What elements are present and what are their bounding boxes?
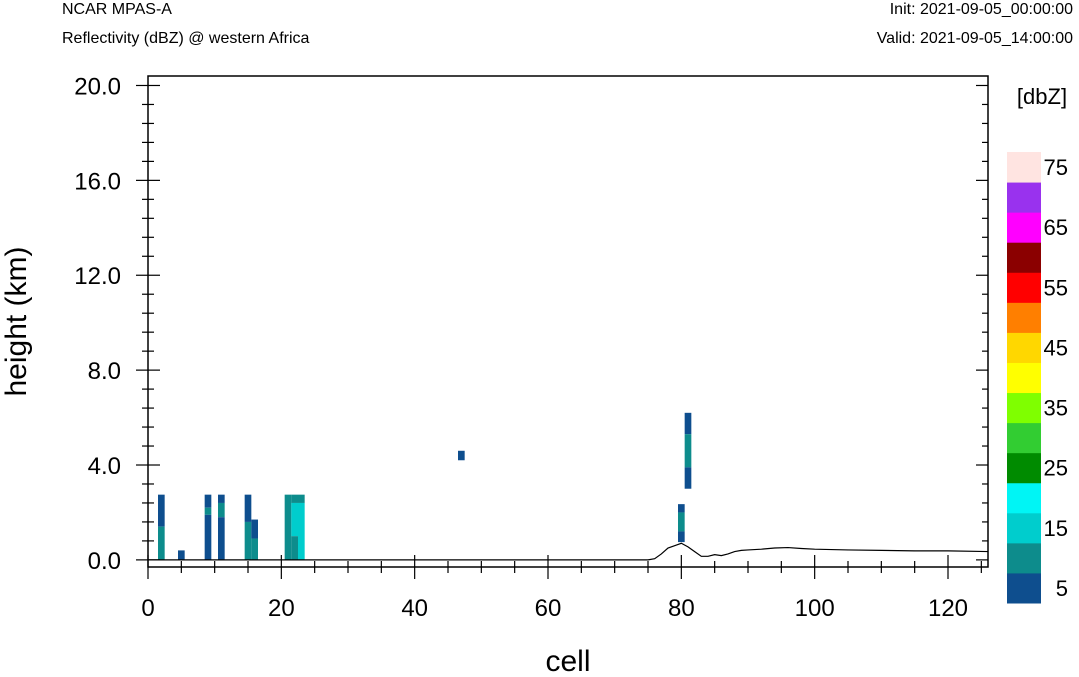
- reflectivity-cell: [178, 550, 185, 560]
- colorbar-swatch: [1007, 242, 1041, 273]
- reflectivity-cell: [284, 494, 292, 560]
- valid-time: Valid: 2021-09-05_14:00:00: [876, 30, 1073, 47]
- reflectivity-cell: [291, 494, 298, 503]
- x-axis-ticks: 0 20 40 60 80 100 120: [141, 555, 982, 622]
- y-axis-ticks: 0.0 4.0 8.0 12.0 16.0 20.0: [74, 73, 988, 575]
- x-tick-label: 20: [268, 595, 295, 622]
- x-tick-label: 40: [401, 595, 428, 622]
- colorbar-swatch: [1007, 482, 1041, 514]
- reflectivity-cell: [204, 507, 212, 515]
- colorbar-swatch: [1007, 572, 1041, 604]
- colorbar-swatch: [1007, 212, 1041, 243]
- y-tick-label: 12.0: [74, 263, 121, 290]
- reflectivity-cell: [684, 412, 692, 435]
- x-tick-label: 120: [928, 595, 968, 622]
- reflectivity-cell: [218, 517, 225, 560]
- x-tick-label: 0: [141, 595, 154, 622]
- colorbar-units: [dbZ]: [1017, 84, 1067, 109]
- reflectivity-cell: [678, 512, 685, 532]
- reflectivity-cells: [158, 412, 692, 560]
- colorbar-label: 25: [1044, 456, 1068, 481]
- y-axis-title: height (km): [0, 246, 33, 396]
- colorbar-swatch: [1007, 152, 1041, 183]
- x-axis-title: cell: [545, 645, 590, 677]
- colorbar-swatch: [1007, 392, 1041, 424]
- x-tick-label: 60: [535, 595, 562, 622]
- reflectivity-cell: [204, 514, 212, 560]
- y-tick-label: 8.0: [88, 358, 121, 385]
- plot-frame: [147, 75, 989, 568]
- reflectivity-cell: [458, 450, 465, 461]
- colorbar-swatch: [1007, 542, 1041, 574]
- colorbar-swatch: [1007, 272, 1041, 303]
- y-tick-label: 0.0: [88, 548, 121, 575]
- y-tick-label: 20.0: [74, 73, 121, 100]
- colorbar-swatch: [1007, 512, 1041, 544]
- colorbar-label: 45: [1044, 335, 1068, 360]
- reflectivity-cell: [158, 494, 165, 527]
- reflectivity-cell: [298, 502, 305, 560]
- reflectivity-cell: [684, 434, 692, 468]
- reflectivity-cell: [291, 502, 298, 537]
- reflectivity-cell: [678, 504, 685, 513]
- reflectivity-cell: [251, 519, 258, 539]
- reflectivity-cell: [218, 494, 225, 503]
- reflectivity-cell: [251, 538, 258, 560]
- colorbar-label: 15: [1044, 516, 1068, 541]
- reflectivity-cell: [158, 526, 165, 560]
- x-tick-label: 100: [795, 595, 835, 622]
- colorbar-swatch: [1007, 302, 1041, 333]
- reflectivity-cell: [678, 531, 685, 543]
- reflectivity-cell: [684, 467, 692, 489]
- init-time: Init: 2021-09-05_00:00:00: [889, 1, 1073, 18]
- reflectivity-cell: [291, 536, 298, 560]
- y-tick-label: 4.0: [88, 453, 121, 480]
- colorbar-swatch: [1007, 332, 1041, 363]
- reflectivity-cell: [204, 494, 212, 508]
- reflectivity-cell: [244, 494, 252, 522]
- colorbar-label: 35: [1044, 396, 1068, 421]
- y-tick-label: 16.0: [74, 168, 121, 195]
- colorbar-label: 65: [1044, 215, 1068, 240]
- reflectivity-cell: [298, 494, 305, 503]
- colorbar-label: 55: [1044, 275, 1068, 300]
- colorbar-swatch: [1007, 422, 1041, 454]
- model-title: NCAR MPAS-A: [62, 1, 172, 18]
- reflectivity-cell: [218, 502, 225, 518]
- colorbar-swatch: [1007, 182, 1041, 213]
- field-subtitle: Reflectivity (dBZ) @ western Africa: [62, 30, 310, 47]
- colorbar-swatch: [1007, 452, 1041, 484]
- reflectivity-cell: [244, 521, 252, 560]
- x-tick-label: 80: [668, 595, 695, 622]
- terrain-line: [148, 542, 989, 561]
- colorbar-label: 5: [1056, 576, 1068, 601]
- colorbar-label: 75: [1044, 155, 1068, 180]
- colorbar: 5 15 25 35 45 55 65 75: [1007, 152, 1068, 604]
- colorbar-swatch: [1007, 362, 1041, 394]
